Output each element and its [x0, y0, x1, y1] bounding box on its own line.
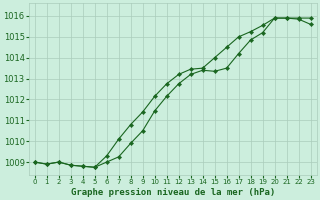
X-axis label: Graphe pression niveau de la mer (hPa): Graphe pression niveau de la mer (hPa) — [70, 188, 275, 197]
